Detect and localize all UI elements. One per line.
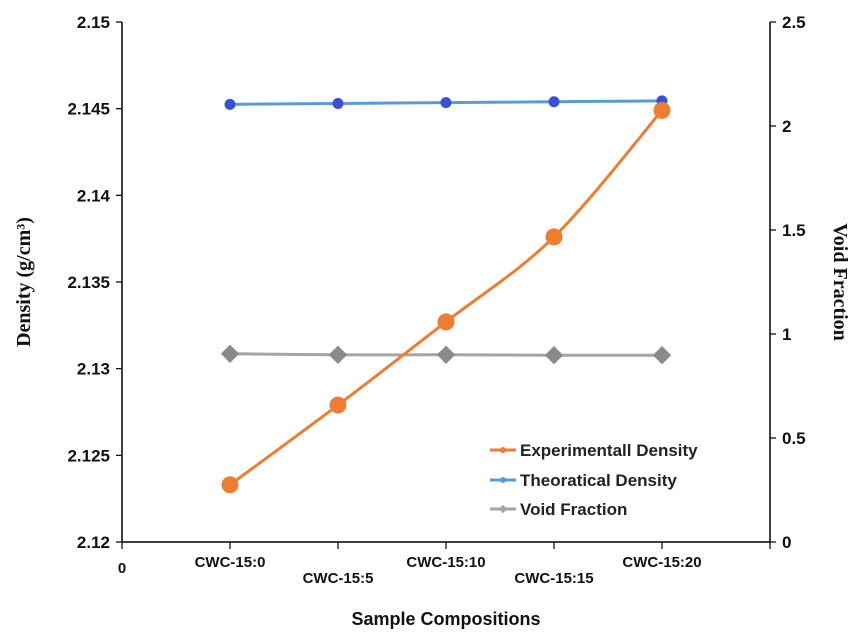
right-axis-title: Void Fraction bbox=[829, 223, 851, 341]
data-point-void bbox=[220, 344, 240, 363]
right-tick-label: 0.5 bbox=[782, 429, 806, 448]
data-point-experimental bbox=[329, 396, 347, 414]
legend-label-void: Void Fraction bbox=[520, 500, 627, 519]
legend-item-experimental: Experimentall Density bbox=[490, 441, 698, 460]
x-category-label: CWC-15:0 bbox=[195, 554, 266, 571]
data-point-theoretical bbox=[332, 97, 344, 109]
left-tick-label: 2.14 bbox=[77, 186, 111, 205]
left-tick-label: 2.12 bbox=[77, 533, 110, 552]
x-origin-label: 0 bbox=[118, 560, 126, 577]
x-axis-title: Sample Compositions bbox=[351, 609, 540, 629]
right-tick-label: 1.5 bbox=[782, 221, 806, 240]
right-tick-group: 0 0.5 1 1.5 2 2.5 bbox=[770, 13, 806, 552]
data-point-void bbox=[328, 345, 348, 364]
legend-label-experimental: Experimentall Density bbox=[520, 441, 698, 460]
left-axis-title: Density (g/cm³) bbox=[13, 217, 35, 347]
left-tick-label: 2.145 bbox=[67, 100, 110, 119]
data-point-theoretical bbox=[548, 96, 560, 108]
series-layer bbox=[220, 95, 672, 494]
legend-item-void: Void Fraction bbox=[490, 500, 627, 519]
legend-item-theoretical: Theoratical Density bbox=[490, 471, 677, 490]
right-tick-label: 0 bbox=[782, 533, 791, 552]
x-category-label: CWC-15:20 bbox=[622, 554, 701, 571]
left-tick-label: 2.15 bbox=[77, 13, 110, 32]
x-category-label: CWC-15:15 bbox=[514, 570, 593, 587]
left-tick-group: 2.12 2.125 2.13 2.135 2.14 2.145 2.15 bbox=[67, 13, 122, 552]
data-point-experimental bbox=[545, 228, 563, 246]
legend-label-theoretical: Theoratical Density bbox=[520, 471, 677, 490]
left-tick-label: 2.13 bbox=[77, 360, 110, 379]
left-tick-label: 2.135 bbox=[67, 273, 110, 292]
legend: Experimentall Density Theoratical Densit… bbox=[490, 441, 698, 519]
data-point-void bbox=[436, 345, 456, 364]
data-point-void bbox=[652, 346, 672, 365]
data-point-experimental bbox=[437, 313, 455, 331]
right-tick-label: 2 bbox=[782, 117, 791, 136]
data-point-void bbox=[544, 346, 564, 365]
left-tick-label: 2.125 bbox=[67, 446, 110, 465]
data-point-experimental bbox=[653, 101, 671, 119]
right-tick-label: 2.5 bbox=[782, 13, 806, 32]
right-tick-label: 1 bbox=[782, 325, 791, 344]
x-category-label: CWC-15:10 bbox=[406, 554, 485, 571]
x-tick-group: 0 CWC-15:0 CWC-15:5 CWC-15:10 CWC-15:15 CWC-1… bbox=[118, 542, 771, 587]
data-point-theoretical bbox=[440, 97, 452, 109]
x-category-label: CWC-15:5 bbox=[303, 570, 374, 587]
data-point-theoretical bbox=[224, 98, 236, 110]
series-line-experimental bbox=[229, 109, 664, 487]
data-point-experimental bbox=[221, 476, 239, 494]
